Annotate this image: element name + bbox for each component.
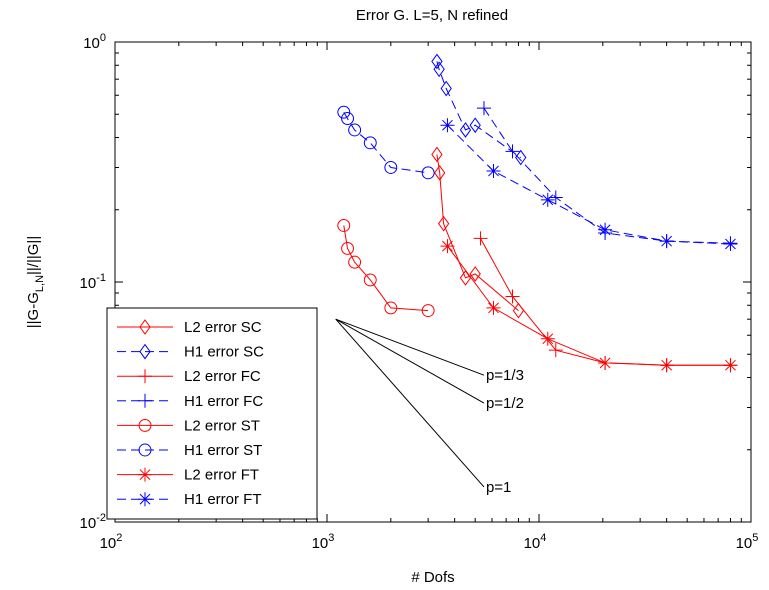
y-tick-label: 100: [83, 32, 106, 52]
data-point: [659, 358, 674, 373]
data-point: [548, 190, 563, 205]
reference-line: [335, 318, 485, 404]
reference-label: p=1: [486, 479, 511, 496]
data-point: [505, 144, 520, 159]
series-line: [447, 245, 731, 366]
legend-box: [106, 307, 318, 520]
legend-label: L2 error FC: [184, 368, 261, 385]
legend-swatch-marker: [138, 467, 152, 482]
data-point: [431, 53, 443, 70]
legend-label: L2 error ST: [184, 417, 260, 434]
data-point: [548, 343, 563, 358]
x-axis-label: # Dofs: [411, 569, 454, 586]
data-point: [473, 231, 488, 246]
y-axis-label: ||G-GL,N||/||G||: [25, 236, 46, 328]
legend-swatch-marker: [139, 319, 151, 335]
data-point: [723, 236, 738, 251]
series-line: [436, 154, 519, 311]
data-point: [341, 241, 354, 255]
data-point: [384, 301, 398, 315]
data-point: [469, 117, 481, 134]
data-point: [659, 234, 674, 249]
data-point: [540, 192, 555, 207]
plot-frame: [114, 41, 752, 523]
data-point: [384, 161, 398, 174]
legend: L2 error SC H1 error SC L2 error FC H1 erro…: [106, 307, 318, 520]
y-tick-label: 10-2: [80, 512, 106, 532]
data-point: [540, 331, 555, 346]
data-point: [433, 61, 445, 78]
data-point: [486, 164, 501, 179]
x-tick-labels: 102 103 104 105: [100, 532, 759, 552]
data-point: [363, 136, 377, 150]
data-point: [431, 146, 443, 163]
y-tick-label: 10-1: [80, 272, 106, 292]
data-point: [434, 164, 446, 181]
x-tick-label: 104: [524, 532, 547, 552]
data-point: [598, 222, 613, 237]
legend-swatch-marker: [138, 369, 152, 384]
data-point: [348, 255, 362, 269]
series-line: [436, 61, 521, 159]
data-point: [440, 80, 452, 97]
data-point: [476, 101, 491, 116]
reference-line: [335, 318, 485, 488]
data-point: [363, 273, 377, 287]
data-point: [337, 105, 351, 119]
data-point: [512, 302, 525, 319]
data-point: [440, 239, 455, 254]
data-point: [598, 355, 613, 370]
legend-swatch-marker: [138, 393, 152, 408]
reference-label: p=1/2: [486, 395, 524, 412]
data-point: [459, 122, 472, 138]
reference-label: p=1/3: [486, 367, 524, 384]
legend-label: L2 error FT: [184, 467, 259, 484]
legend-label: L2 error SC: [184, 319, 262, 336]
data-point: [421, 166, 435, 180]
data-point: [348, 123, 362, 137]
data-point: [469, 266, 481, 282]
y-tick-labels: 10-2 10-1 100: [80, 32, 106, 532]
x-tick-label: 102: [100, 532, 123, 552]
legend-label: H1 error ST: [184, 442, 262, 459]
legend-label: H1 error FT: [184, 491, 262, 508]
chart-title: Error G. L=5, N refined: [356, 7, 508, 24]
reference-slope-lines: p=1/3 p=1/2 p=1: [335, 318, 524, 496]
data-point: [437, 215, 450, 232]
reference-line: [335, 318, 485, 376]
data-point: [440, 118, 455, 133]
data-point: [486, 300, 501, 315]
legend-swatch-marker: [138, 418, 152, 432]
legend-swatch-marker: [138, 443, 152, 457]
data-point: [515, 149, 527, 166]
x-tick-label: 103: [312, 532, 335, 552]
data-point: [505, 289, 520, 304]
legend-swatch-marker: [138, 492, 152, 507]
data-point: [421, 304, 435, 318]
legend-label: H1 error FC: [184, 393, 263, 410]
series-line: [447, 124, 731, 245]
series-markers: [337, 53, 738, 373]
series-line: [483, 107, 731, 244]
data-point: [459, 270, 472, 286]
data-point: [723, 358, 738, 373]
series-lines: [343, 61, 731, 366]
legend-swatch-marker: [139, 343, 151, 360]
data-point: [337, 219, 351, 232]
x-tick-label: 105: [736, 532, 759, 552]
data-point: [341, 112, 354, 125]
legend-label: H1 error SC: [184, 344, 264, 361]
